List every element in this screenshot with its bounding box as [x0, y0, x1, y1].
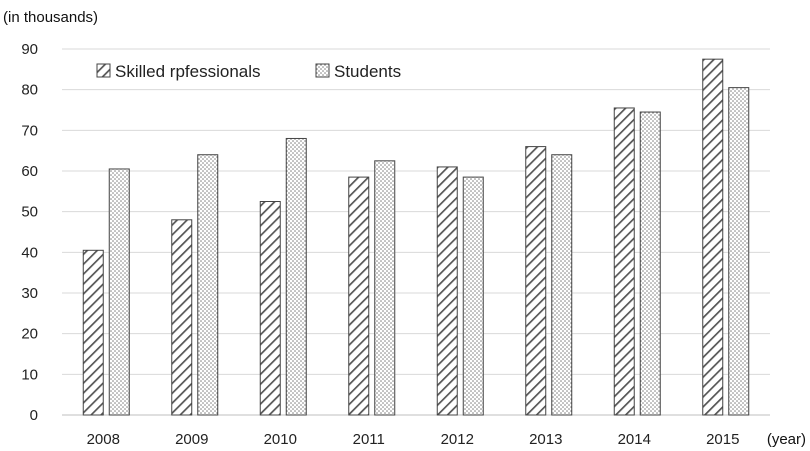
- bar-students: [551, 154, 573, 416]
- bar-skilled: [259, 201, 281, 416]
- bar-skilled: [702, 58, 724, 416]
- bar-skilled: [525, 146, 547, 416]
- x-tick-label: 2009: [175, 431, 208, 448]
- x-tick-label: 2015: [706, 431, 739, 448]
- y-tick-label: 0: [30, 407, 38, 424]
- y-tick-label: 20: [21, 326, 38, 343]
- legend-label-skilled: Skilled rpfessionals: [115, 62, 261, 81]
- y-axis-ticks: 0 10 20 30 40 50 60 70 80 90: [21, 41, 38, 424]
- x-tick-label: 2008: [87, 431, 120, 448]
- legend-label-students: Students: [334, 62, 401, 81]
- bar-skilled: [613, 107, 635, 416]
- x-tick-label: 2013: [529, 431, 562, 448]
- bar-students: [285, 137, 307, 416]
- x-tick-label: 2010: [264, 431, 297, 448]
- bar-students: [462, 176, 484, 416]
- y-tick-label: 30: [21, 285, 38, 302]
- legend-swatch-students: [315, 63, 330, 78]
- x-axis-ticks: 2008 2009 2010 2011 2012 2013 2014 2015: [87, 431, 740, 448]
- bar-skilled: [348, 176, 370, 416]
- x-tick-label: 2011: [353, 431, 385, 448]
- bar-students: [374, 160, 396, 416]
- y-tick-label: 50: [21, 204, 38, 221]
- x-axis-unit-label: (year): [767, 431, 806, 448]
- y-tick-label: 10: [21, 366, 38, 383]
- y-axis-unit-label: (in thousands): [3, 9, 98, 26]
- x-tick-label: 2014: [618, 431, 651, 448]
- bar-marks: [82, 58, 750, 416]
- bar-students: [197, 154, 219, 416]
- y-tick-label: 90: [21, 41, 38, 58]
- legend-swatch-skilled: [96, 63, 111, 78]
- gridlines: [62, 48, 770, 416]
- bar-students: [728, 87, 750, 416]
- y-tick-label: 60: [21, 163, 38, 180]
- x-tick-label: 2012: [441, 431, 474, 448]
- bar-skilled: [171, 219, 193, 416]
- legend: Skilled rpfessionals Students: [96, 62, 401, 81]
- y-tick-label: 40: [21, 244, 38, 261]
- bar-skilled: [82, 249, 104, 416]
- y-tick-label: 70: [21, 122, 38, 139]
- bar-students: [639, 111, 661, 416]
- bar-skilled: [436, 166, 458, 416]
- y-tick-label: 80: [21, 82, 38, 99]
- bar-students: [108, 168, 130, 416]
